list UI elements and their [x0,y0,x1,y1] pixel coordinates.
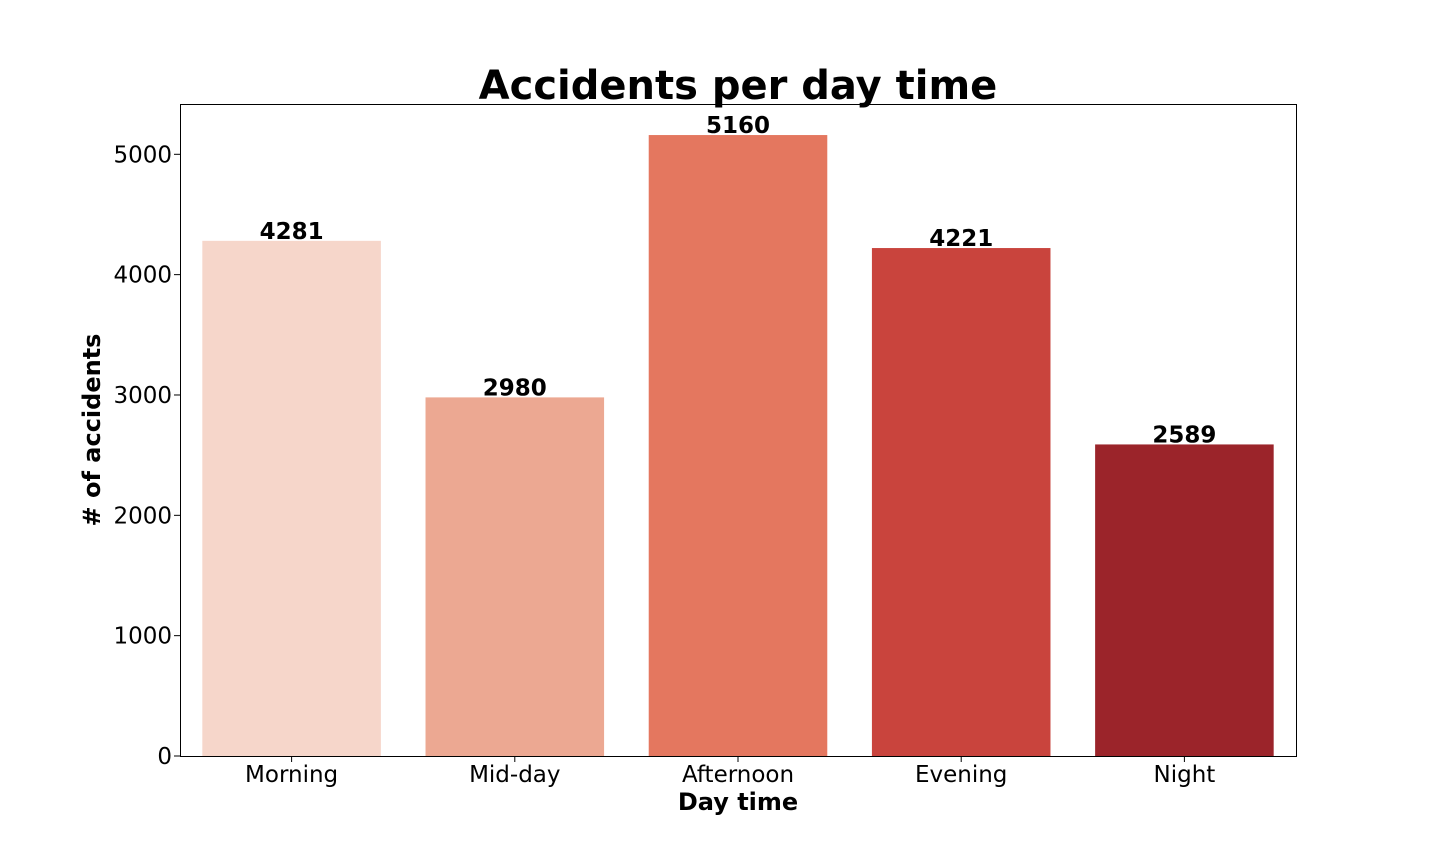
x-tick-label: Morning [245,762,338,788]
x-axis-label: Day time [678,788,798,816]
data-label: 5160 [706,113,770,139]
y-tick-label: 0 [157,744,172,770]
bar-morning [202,240,381,756]
bar-afternoon [648,135,828,757]
bar-night [1095,444,1274,756]
x-tick-label: Mid-day [469,762,560,788]
data-label: 2980 [483,375,547,401]
y-axis-label: # of accidents [78,334,106,527]
x-tick-label: Afternoon [682,762,794,788]
data-label: 2589 [1152,422,1216,448]
x-tick-label: Evening [915,762,1007,788]
data-label: 4221 [929,226,993,252]
y-tick-label: 4000 [113,263,172,289]
data-label: 4281 [260,219,324,245]
y-tick-label: 2000 [113,503,172,529]
y-tick-label: 3000 [113,383,172,409]
chart-title: Accidents per day time [479,63,998,109]
y-tick-label: 5000 [113,142,172,168]
bar-mid-day [425,397,605,756]
bar-evening [871,248,1051,756]
bars-layer [202,135,1274,757]
x-tick-label: Night [1154,762,1216,788]
plot-frame [180,104,1297,757]
y-tick-label: 1000 [113,624,172,650]
labels-layer: 4281 Morning 2980 Mid-day 5160 Afternoon 4221 E… [113,113,1216,788]
